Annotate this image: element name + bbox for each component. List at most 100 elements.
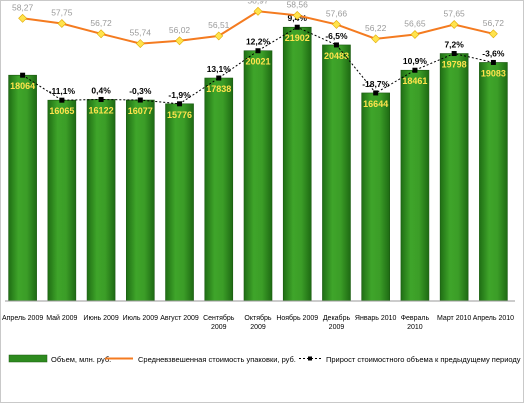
price-label: 56,51 (208, 20, 230, 30)
bar (86, 99, 116, 302)
x-tick-label: Март 2010 (437, 315, 471, 322)
x-tick-label: 2009 (250, 324, 266, 331)
x-tick-label: Октябрь (244, 314, 271, 322)
price-marker (18, 13, 28, 23)
price-label: 56,65 (404, 19, 426, 29)
growth-label: -6,5% (325, 31, 348, 41)
bar-value-label: 21902 (285, 33, 310, 43)
price-marker (96, 29, 106, 39)
bar (479, 62, 508, 302)
price-marker (57, 19, 67, 28)
bar (282, 26, 312, 302)
x-tick-label: Февраль (401, 315, 430, 322)
growth-marker (412, 67, 418, 73)
growth-label: -11,1% (49, 86, 76, 96)
price-marker (253, 6, 263, 16)
growth-marker (216, 75, 222, 81)
x-tick-label: Август 2009 (160, 315, 199, 322)
bar-value-label: 16122 (89, 105, 114, 115)
price-label: 56,22 (365, 23, 387, 33)
price-marker (371, 34, 381, 44)
growth-label: 7,2% (444, 40, 464, 50)
price-label: 56,72 (90, 18, 112, 28)
bar-value-label: 18461 (402, 76, 427, 86)
price-marker (292, 10, 302, 20)
bar-value-label: 19083 (481, 68, 506, 78)
growth-marker (333, 42, 339, 48)
price-label: 58,56 (287, 1, 309, 9)
bar (47, 99, 77, 302)
growth-label: -3,6% (482, 48, 505, 58)
legend-bar-swatch (8, 354, 48, 363)
price-label: 57,75 (51, 8, 73, 18)
growth-marker (59, 97, 65, 103)
legend: Объем, млн. руб. Средневзвешенная стоимо… (8, 354, 521, 364)
x-tick-label: Январь 2010 (355, 315, 397, 322)
growth-label: 0,4% (91, 85, 111, 95)
growth-marker (490, 59, 496, 65)
price-series-group: 58,27 57,75 56,72 55,74 56,02 56,51 58,97 58,56… (12, 0, 505, 49)
bar-value-label: 17838 (206, 84, 231, 94)
legend-growth-label: Прирост стоимостного объема к предыдущем… (326, 355, 521, 364)
legend-growth-marker (308, 356, 312, 361)
bar-value-label: 20483 (324, 51, 349, 61)
growth-label: 10,9% (403, 56, 428, 66)
bar (243, 50, 273, 302)
price-marker (332, 19, 341, 29)
bar-value-label: 18064 (10, 81, 35, 91)
x-tick-label: 2010 (407, 324, 423, 331)
price-marker (410, 30, 420, 39)
growth-label: 13,1% (207, 64, 232, 74)
x-tick-label: Июнь 2009 (83, 315, 118, 322)
price-marker (135, 39, 145, 49)
bar (439, 53, 469, 302)
bar-value-label: 20021 (245, 57, 270, 67)
bar (165, 103, 194, 302)
price-marker (214, 31, 224, 41)
growth-marker (98, 96, 104, 102)
growth-label: 12,2% (246, 37, 271, 47)
price-label: 56,02 (169, 25, 191, 35)
x-tick-label: 2009 (211, 324, 227, 331)
legend-price-label: Средневзвешенная стоимость упаковки, руб… (138, 355, 296, 364)
x-tick-labels: Апрель 2009 Май 2009 Июнь 2009 Июль 2009 Авг… (2, 314, 514, 331)
bar-value-label: 15776 (167, 110, 192, 120)
bar (361, 92, 390, 302)
x-tick-label: Июль 2009 (123, 315, 158, 322)
growth-marker (177, 101, 183, 107)
bar (400, 69, 430, 302)
bar-value-label: 16065 (49, 106, 74, 116)
growth-marker (20, 72, 26, 78)
growth-marker (137, 97, 143, 103)
growth-marker (373, 90, 379, 96)
bar (204, 77, 234, 302)
x-tick-label: 2009 (329, 324, 345, 331)
growth-marker (294, 24, 300, 30)
bar-value-label: 16644 (363, 99, 388, 109)
bar (322, 44, 351, 302)
bar (8, 74, 37, 302)
price-marker (175, 36, 184, 46)
bars-group: 18064 16065 16122 16077 15776 17838 20021 21902… (8, 26, 508, 302)
x-tick-label: Май 2009 (46, 314, 77, 322)
price-label: 57,66 (326, 8, 348, 18)
growth-label: -0,3% (129, 86, 152, 96)
x-tick-label: Сентябрь (203, 314, 235, 322)
price-marker (449, 20, 459, 29)
price-label: 58,97 (247, 1, 269, 5)
bar (126, 99, 155, 302)
growth-marker (255, 48, 261, 54)
growth-label: -18,7% (362, 79, 389, 89)
x-tick-label: Апрель 2009 (2, 315, 43, 322)
legend-bar-label: Объем, млн. руб. (51, 355, 111, 364)
growth-label: -1,9% (168, 90, 191, 100)
bar-value-label: 19798 (442, 60, 467, 70)
x-tick-label: Декабрь (323, 314, 351, 322)
x-tick-label: Ноябрь 2009 (276, 314, 318, 322)
growth-marker (451, 51, 457, 57)
price-label: 58,27 (12, 2, 34, 12)
price-label: 57,65 (444, 9, 466, 19)
bar-value-label: 16077 (128, 106, 153, 116)
price-label: 56,72 (483, 18, 505, 28)
